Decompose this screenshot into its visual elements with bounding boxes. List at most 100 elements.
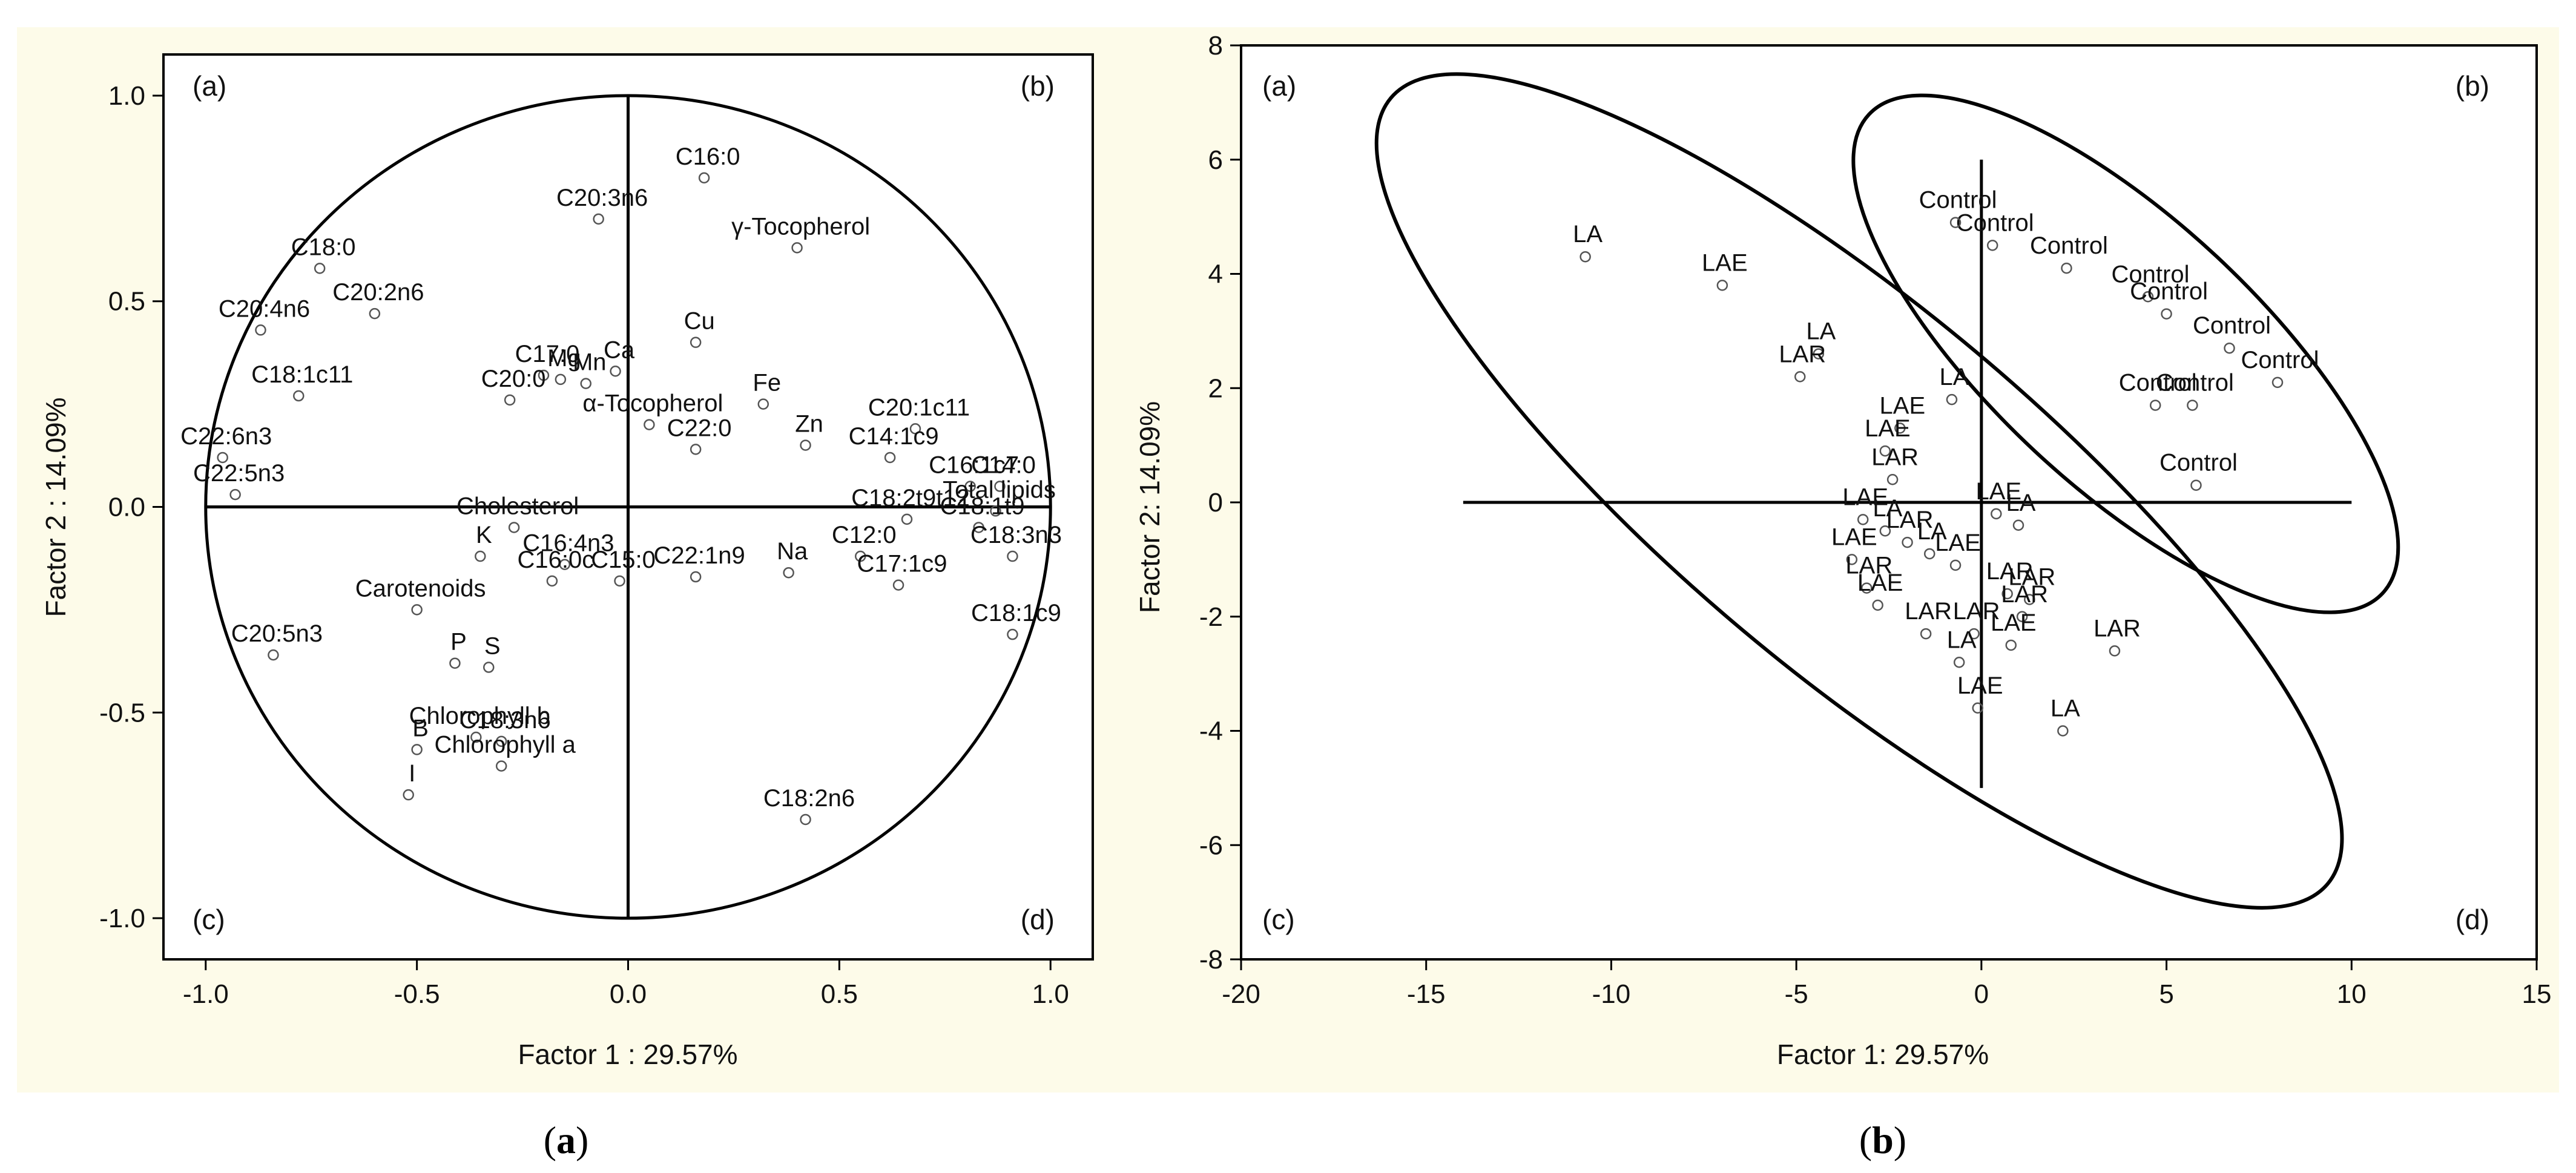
left-point-marker [229,488,241,501]
right-point-label: LAE [1976,478,2022,505]
left-point-marker [483,662,495,673]
left-y-tick-label: 1.0 [108,81,145,111]
right-y-tick-label: -8 [1199,945,1223,974]
left-point-label: C15:0 [591,547,656,573]
left-x-tick-label: 1.0 [1032,979,1069,1009]
right-point-marker [2001,588,2013,600]
right-point-marker [1968,628,1980,640]
right-point-marker [1953,657,1965,668]
left-point-marker [293,390,305,402]
left-point-marker [892,579,904,591]
left-point-label: C18:2n6 [763,785,855,812]
left-point-marker [644,419,655,430]
right-point-label: Control [1956,209,2034,236]
right-corner-d: (d) [2456,904,2489,935]
right-point-label: LA [1806,318,1836,345]
right-point-marker [1972,702,1983,714]
left-point-label: Carotenoids [355,575,486,602]
right-point-marker [1991,508,2002,520]
left-point-label: Cholesterol [456,493,579,519]
left-point-marker [217,452,228,464]
right-point-marker [2142,291,2154,303]
right-point-label: LAE [1842,484,1888,510]
right-point-marker [1794,371,1806,383]
left-point-label: C17:0 [515,341,580,367]
right-point-marker [1986,240,1998,251]
right-point-label: LAR [1986,558,2034,585]
right-y-axis-title: Factor 2: 14.09% [1134,401,1165,613]
left-point-marker [411,744,423,755]
left-point-marker [783,567,794,579]
left-point-marker [884,452,896,464]
left-x-tick-label: 0.5 [821,979,858,1009]
left-point-marker [314,263,326,274]
right-corner-c: (c) [1262,904,1295,935]
right-point-marker [1920,628,1932,640]
right-subcaption-letter: b [1872,1119,1894,1162]
left-point-marker [255,324,266,336]
left-point-marker [470,731,482,743]
right-x-tick-label: 10 [2337,979,2367,1009]
left-corner-c: (c) [193,904,225,935]
right-point-marker [2057,725,2069,737]
left-point-label: K [476,522,492,548]
right-x-tick-label: -15 [1407,979,1446,1009]
svg-text:(a): (a) [544,1119,589,1162]
right-point-label: LAR [1905,598,1952,625]
right-point-label: LA [1947,626,1977,653]
left-point-label: Ca [604,337,635,363]
left-point-label: Cu [684,308,715,335]
right-x-tick-label: -10 [1592,979,1631,1009]
right-point-marker [1813,348,1825,360]
left-point-label: C18:3n3 [970,522,1062,548]
left-point-marker [855,550,866,562]
left-point-label: C16:0 [676,143,740,170]
right-corner-b: (b) [2456,70,2489,102]
right-point-label: Control [1919,187,1997,214]
right-point-label: Control [2159,450,2238,476]
left-point-marker [1007,550,1018,562]
right-x-tick-label: -20 [1222,979,1260,1009]
left-y-tick-label: -0.5 [99,698,145,728]
left-x-tick-label: -0.5 [394,979,440,1009]
left-point-label: C17:1c9 [857,551,947,577]
right-point-marker [2149,399,2161,411]
left-y-axis-title: Factor 2 : 14.09% [40,397,71,617]
right-point-label: LA [1939,364,1969,390]
right-point-label: Control [2130,278,2208,305]
left-point-marker [614,575,625,587]
left-plot-frame [162,53,1094,961]
right-point-label: LAE [1957,672,2003,699]
left-point-marker [369,307,381,320]
right-point-label: LA [1917,518,1947,545]
left-subcaption-letter: a [556,1119,576,1162]
left-point-label: α-Tocopherol [582,390,723,417]
left-point-label: γ-Tocopherol [731,213,870,240]
left-point-marker [901,513,913,525]
right-point-label: Control [2112,261,2190,288]
left-point-marker [559,559,571,570]
left-point-marker [690,444,702,455]
right-point-marker [2012,519,2024,531]
right-point-label: Control [2119,370,2197,396]
right-point-label: LAR [2008,564,2055,590]
right-point-label: LA [2051,695,2080,722]
left-point-label: C20:4n6 [219,295,310,322]
left-point-label: C20:3n6 [556,185,648,211]
left-point-marker [791,242,803,254]
left-point-label: C16:1c7 [929,452,1019,479]
right-y-tick-label: -4 [1199,717,1223,746]
right-point-marker [2161,308,2172,320]
right-x-tick-label: 5 [2159,979,2173,1009]
right-point-marker [1879,445,1891,457]
left-point-label: C14:0 [971,452,1036,479]
right-point-label: Control [2193,312,2271,339]
right-point-label: LAE [1702,249,1748,276]
left-x-tick-label: -1.0 [183,979,229,1009]
right-point-marker [2061,262,2072,274]
left-point-marker [508,522,520,533]
right-point-label: LAR [2001,581,2048,608]
right-point-label: Control [2156,370,2234,396]
right-point-marker [1580,251,1591,263]
